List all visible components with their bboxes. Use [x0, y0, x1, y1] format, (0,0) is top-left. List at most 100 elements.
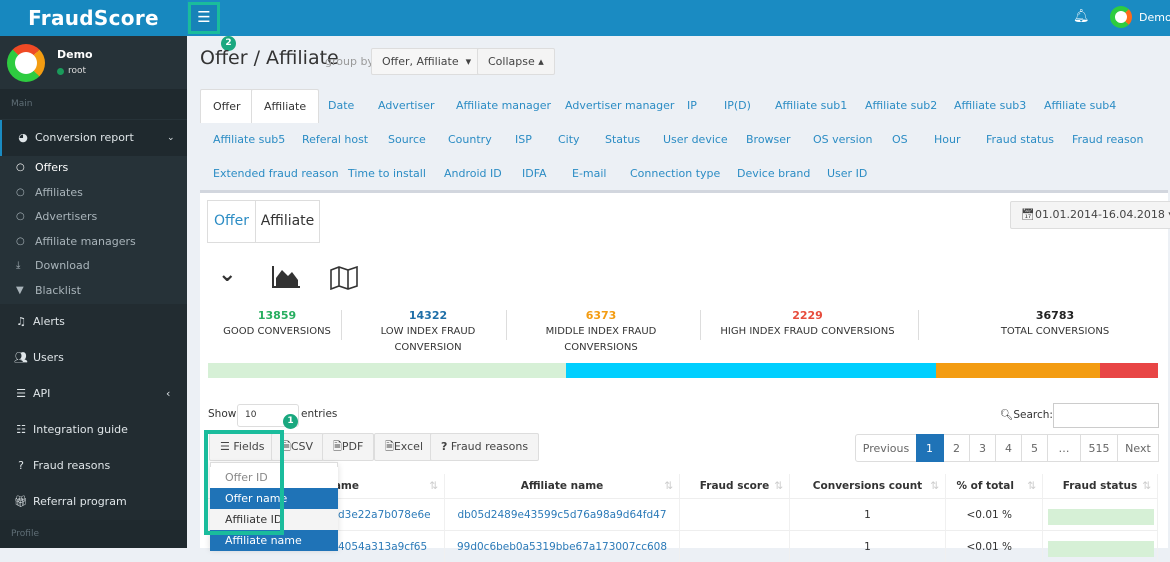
- group-by-select[interactable]: Offer, Affiliate ▾: [371, 48, 483, 75]
- tab-os[interactable]: OS: [892, 133, 908, 146]
- page-previous[interactable]: Previous: [855, 434, 917, 462]
- field-option-offer-id[interactable]: Offer ID: [210, 467, 338, 488]
- excel-button[interactable]: 🗎︎Excel: [374, 433, 434, 461]
- stat-value: 14322: [408, 309, 448, 322]
- tab-os-version[interactable]: OS version: [813, 133, 873, 146]
- stat-divider: [506, 310, 507, 340]
- column-header-affiliate-name[interactable]: Affiliate name ⇅: [445, 474, 680, 498]
- tab-extended-fraud-reason[interactable]: Extended fraud reason: [213, 167, 339, 180]
- tab-idfa[interactable]: IDFA: [522, 167, 547, 180]
- tab-android-id[interactable]: Android ID: [444, 167, 502, 180]
- page-4[interactable]: 4: [996, 434, 1022, 462]
- circle-icon: ○: [16, 162, 25, 173]
- sidebar-item-integration-guide[interactable]: ☷ Integration guide: [0, 412, 187, 448]
- sidebar-subitem-download[interactable]: ⤓ Download: [0, 254, 187, 278]
- search-input[interactable]: [1053, 403, 1159, 428]
- search-label: 🔍︎Search:: [1000, 409, 1053, 421]
- breadcrumb-offer[interactable]: Offer: [208, 201, 256, 242]
- tab-hour[interactable]: Hour: [934, 133, 961, 146]
- date-range-picker[interactable]: 📅︎01.01.2014-16.04.2018 ▾: [1010, 201, 1170, 229]
- cell-affiliate-name[interactable]: db05d2489e43599c5d76a98a9d64fd47: [445, 498, 680, 530]
- filter-icon: ▼: [16, 285, 24, 296]
- tab-fraud-reason[interactable]: Fraud reason: [1072, 133, 1144, 146]
- tab-user-device[interactable]: User device: [663, 133, 728, 146]
- tab-date[interactable]: Date: [328, 99, 355, 112]
- field-option-offer-name[interactable]: Offer name: [210, 488, 338, 509]
- column-label: Fraud status: [1062, 480, 1138, 492]
- tab-affiliate-sub2[interactable]: Affiliate sub2: [865, 99, 938, 112]
- hamburger-menu-button[interactable]: ☰: [188, 2, 220, 34]
- area-chart-icon[interactable]: [272, 266, 300, 288]
- sort-icon[interactable]: ⇅: [774, 480, 783, 492]
- page-3[interactable]: 3: [970, 434, 996, 462]
- page-515[interactable]: 515: [1081, 434, 1118, 462]
- tab-offer[interactable]: Offer: [200, 89, 254, 123]
- sidebar-item-referral-program[interactable]: 🎁︎ Referral program: [0, 484, 187, 520]
- logo[interactable]: FraudScore: [0, 0, 187, 36]
- sidebar-item-conversion-report[interactable]: ◕ Conversion report ⌄: [0, 120, 187, 156]
- sidebar-item-users[interactable]: 👥︎ Users: [0, 340, 187, 376]
- tab-user-id[interactable]: User ID: [827, 167, 868, 180]
- tab-affiliate-sub4[interactable]: Affiliate sub4: [1044, 99, 1117, 112]
- list-icon: ☰: [16, 387, 26, 400]
- sidebar-item-fraud-reasons[interactable]: ? Fraud reasons: [0, 448, 187, 484]
- breadcrumb-affiliate[interactable]: Affiliate: [260, 213, 315, 229]
- tab-affiliate-sub5[interactable]: Affiliate sub5: [213, 133, 286, 146]
- bar-segment-1: [565, 363, 936, 378]
- tab-browser[interactable]: Browser: [746, 133, 791, 146]
- sidebar-subitem-blacklist[interactable]: ▼ Blacklist: [0, 279, 187, 303]
- page-1[interactable]: 1: [916, 434, 944, 462]
- page-next[interactable]: Next: [1118, 434, 1159, 462]
- collapse-button[interactable]: Collapse ▴: [477, 48, 555, 75]
- tab-ip[interactable]: IP: [687, 99, 697, 112]
- sort-icon[interactable]: ⇅: [429, 480, 438, 492]
- tab-affiliate[interactable]: Affiliate: [251, 89, 320, 123]
- tab-affiliate-sub3[interactable]: Affiliate sub3: [954, 99, 1027, 112]
- sort-icon[interactable]: ⇅: [930, 480, 939, 492]
- map-icon[interactable]: [330, 265, 358, 293]
- sort-icon[interactable]: ⇅: [664, 480, 673, 492]
- collapse-chevron-icon[interactable]: ⌄: [218, 262, 237, 287]
- sidebar-subitem-affiliate-managers[interactable]: ○ Affiliate managers: [0, 230, 187, 254]
- pdf-button[interactable]: 🗎︎PDF: [322, 433, 375, 461]
- tab-device-brand[interactable]: Device brand: [737, 167, 811, 180]
- page-2[interactable]: 2: [944, 434, 970, 462]
- breadcrumb: Offer Affiliate: [207, 200, 320, 243]
- tab-e-mail[interactable]: E-mail: [572, 167, 607, 180]
- column-header-fraud-score[interactable]: Fraud score ⇅: [680, 474, 790, 498]
- sidebar-subitem-advertisers[interactable]: ○ Advertisers: [0, 205, 187, 229]
- tab-city[interactable]: City: [558, 133, 580, 146]
- tab-status[interactable]: Status: [605, 133, 641, 146]
- fields-button[interactable]: ☰ Fields: [209, 433, 276, 461]
- tab-advertiser-manager[interactable]: Advertiser manager: [565, 99, 675, 112]
- tab-referal-host[interactable]: Referal host: [302, 133, 369, 146]
- page-5[interactable]: 5: [1022, 434, 1048, 462]
- tab-advertiser[interactable]: Advertiser: [378, 99, 435, 112]
- sidebar-item-api[interactable]: ☰ API ‹: [0, 376, 187, 412]
- tab-fraud-status[interactable]: Fraud status: [986, 133, 1055, 146]
- column-header--of-total[interactable]: % of total ⇅: [946, 474, 1043, 498]
- column-header-fraud-status[interactable]: Fraud status ⇅: [1043, 474, 1158, 498]
- tab-affiliate-sub1[interactable]: Affiliate sub1: [775, 99, 848, 112]
- avatar[interactable]: [1110, 6, 1132, 28]
- tab-ip-d-[interactable]: IP(D): [724, 99, 751, 112]
- fraud-reasons-button[interactable]: ? Fraud reasons: [430, 433, 540, 461]
- column-header-conversions-count[interactable]: Conversions count ⇅: [790, 474, 946, 498]
- tab-isp[interactable]: ISP: [515, 133, 532, 146]
- field-option-affiliate-name[interactable]: Affiliate name: [210, 530, 338, 551]
- user-menu[interactable]: Demo: [1139, 11, 1170, 24]
- sidebar-item-alerts[interactable]: ♫ Alerts: [0, 304, 187, 340]
- sort-icon[interactable]: ⇅: [1142, 480, 1151, 492]
- sidebar-subitem-offers[interactable]: ○ Offers: [0, 156, 187, 180]
- bell-icon[interactable]: 🔔︎: [1073, 9, 1090, 24]
- tab-connection-type[interactable]: Connection type: [630, 167, 721, 180]
- tab-time-to-install[interactable]: Time to install: [348, 167, 426, 180]
- cell-affiliate-name[interactable]: 99d0c6beb0a5319bbe67a173007cc608: [445, 530, 680, 562]
- tab-country[interactable]: Country: [448, 133, 492, 146]
- sort-icon[interactable]: ⇅: [1027, 480, 1036, 492]
- field-option-affiliate-id[interactable]: Affiliate ID: [210, 509, 338, 530]
- tab-source[interactable]: Source: [388, 133, 426, 146]
- tab-affiliate-manager[interactable]: Affiliate manager: [456, 99, 552, 112]
- sidebar-subitem-affiliates[interactable]: ○ Affiliates: [0, 181, 187, 205]
- stat-divider: [341, 310, 342, 340]
